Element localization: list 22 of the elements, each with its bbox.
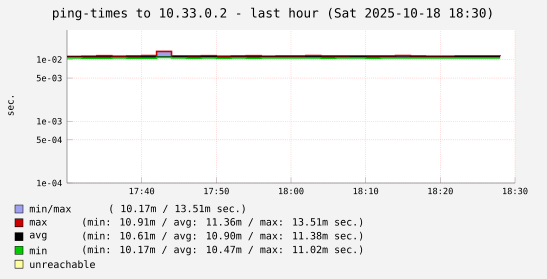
legend-label: max: [30, 220, 47, 226]
y-tick-label: 5e-03: [36, 74, 62, 82]
y-tick-label: 1e-04: [37, 180, 62, 186]
x-tick-label: 18:10: [354, 188, 378, 194]
chart-title: ping-times to 10.33.0.2 - last hour (Sat 2025-10-18 18:30): [53, 8, 492, 20]
legend-label: min: [30, 246, 46, 254]
y-tick-label: 5e-04: [36, 136, 62, 144]
x-tick-label: 17:40: [130, 188, 154, 194]
x-tick-label: 18:20: [428, 188, 453, 194]
text: ( 10.17m / 13.51m sec.): [110, 204, 245, 214]
legend-label: min/max: [30, 204, 72, 214]
x-tick-label: 18:00: [279, 188, 304, 194]
legend-label: unreachable: [30, 260, 95, 268]
text: (min: 10.91m / avg: 11.36m / max: 13.51m sec.): [83, 218, 362, 228]
text: (min: 10.61m / avg: 10.90m / max: 11.38m sec.): [83, 232, 362, 242]
y-tick-label: 1e-02: [37, 56, 62, 63]
text: (min: 10.17m / avg: 10.47m / max: 11.02m sec.): [83, 246, 362, 256]
x-tick-label: 17:50: [204, 188, 229, 194]
y-tick-label: 1e-03: [37, 118, 62, 125]
legend-label: avg: [30, 232, 46, 240]
y-axis-title: sec.: [8, 96, 14, 116]
x-tick-label: 18:30: [503, 188, 528, 194]
